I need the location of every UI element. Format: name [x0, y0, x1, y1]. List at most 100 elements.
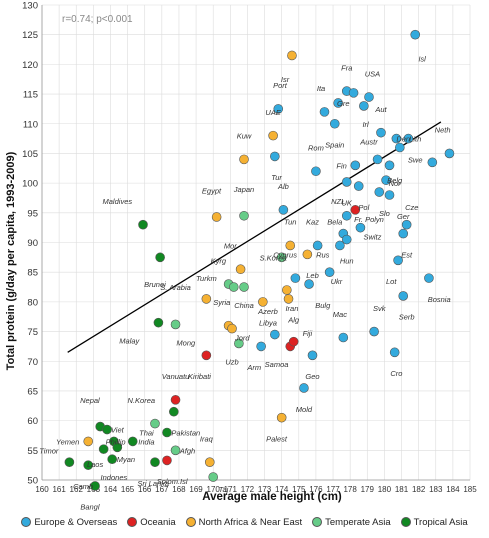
data-point	[235, 264, 246, 275]
data-point	[107, 454, 117, 465]
data-point	[398, 291, 409, 301]
data-point	[201, 294, 212, 304]
point-label: Kyrg	[211, 256, 227, 265]
point-label: Samoa	[265, 360, 289, 369]
point-label: Mor	[224, 241, 237, 250]
point-label: Malay	[119, 336, 140, 345]
point-label: S.Korea	[260, 253, 287, 262]
point-label: Thai	[139, 429, 154, 438]
point-label: Aut	[374, 105, 387, 114]
x-tick-label: 182	[412, 485, 426, 494]
y-tick-label: 85	[27, 268, 38, 279]
data-point	[285, 240, 296, 251]
data-point	[268, 130, 278, 141]
point-label: Solom.Isl	[157, 477, 188, 486]
data-point	[83, 436, 94, 447]
data-point	[335, 240, 345, 251]
point-label: Cro	[390, 369, 402, 378]
x-tick-label: 162	[70, 485, 84, 494]
point-label: NZL	[331, 197, 345, 206]
y-tick-label: 95	[27, 208, 38, 219]
data-point	[381, 175, 391, 185]
point-label: Egypt	[202, 186, 222, 195]
point-label: Austr	[359, 138, 378, 147]
data-point	[350, 160, 361, 171]
y-tick-label: 50	[27, 476, 38, 487]
data-point	[401, 219, 412, 230]
point-label: Hun	[340, 256, 354, 265]
data-point	[307, 350, 318, 361]
point-label: Mac	[333, 310, 347, 319]
point-label: Syria	[213, 298, 230, 307]
data-point	[64, 457, 75, 467]
x-tick-label: 181	[395, 485, 409, 494]
data-point	[170, 445, 181, 456]
point-label: Vanuatu	[162, 372, 190, 381]
x-tick-label: 165	[121, 485, 135, 494]
x-tick-label: 167	[155, 485, 169, 494]
point-label: Mong	[176, 338, 196, 347]
point-label: UK	[342, 199, 353, 208]
point-label: USA	[365, 69, 380, 78]
data-point	[276, 412, 287, 423]
data-point	[403, 133, 414, 144]
data-point	[256, 341, 266, 352]
point-label: Leb	[306, 271, 319, 280]
point-label: Iraq	[200, 434, 214, 443]
data-point	[333, 98, 343, 108]
point-label: Fiji	[303, 329, 313, 338]
data-point	[324, 267, 335, 277]
point-label: Tur	[271, 173, 282, 182]
point-label: Cyprus	[273, 250, 297, 259]
point-label: Kiribati	[188, 372, 211, 381]
data-point	[287, 50, 297, 61]
data-point	[398, 228, 409, 239]
y-tick-label: 75	[27, 327, 38, 338]
data-point	[239, 210, 249, 221]
x-tick-label: 161	[52, 485, 66, 494]
data-point	[278, 205, 289, 215]
y-tick-label: 105	[22, 149, 38, 160]
data-point	[227, 323, 237, 334]
y-tick-label: 80	[27, 297, 38, 308]
data-point	[273, 104, 284, 114]
point-label: Rom	[308, 144, 324, 153]
x-tick-label: 160	[35, 485, 49, 494]
point-label: Timor	[39, 446, 59, 455]
legend-item-tropical-asia: Tropical Asia	[400, 513, 468, 531]
point-label: Mold	[296, 405, 313, 414]
data-point	[127, 436, 138, 447]
data-point	[348, 88, 359, 98]
y-tick-label: 65	[27, 386, 38, 397]
data-point	[341, 210, 352, 221]
point-label: Bosnia	[428, 295, 451, 304]
legend: Europe & Overseas Oceania North Africa &…	[0, 513, 489, 531]
x-tick-label: 179	[361, 485, 375, 494]
y-tick-label: 130	[22, 1, 38, 12]
correlation-annotation: r=0.74; p<0.001	[62, 14, 133, 25]
y-tick-label: 90	[27, 238, 38, 249]
point-label: Palest	[266, 434, 288, 443]
data-point	[355, 222, 366, 233]
legend-item-north-africa: North Africa & Near East	[185, 513, 302, 531]
x-tick-label: 185	[463, 485, 477, 494]
data-point	[288, 336, 299, 347]
data-point	[270, 151, 280, 162]
x-tick-label: 183	[429, 485, 443, 494]
point-label: Slo	[379, 209, 390, 218]
data-point	[150, 457, 160, 467]
data-point	[169, 406, 179, 417]
data-point	[299, 383, 309, 393]
point-label: Indones	[101, 473, 128, 482]
point-label: Viet	[111, 426, 125, 435]
data-point	[424, 273, 434, 283]
legend-item-europe: Europe & Overseas	[21, 513, 117, 531]
x-tick-label: 180	[378, 485, 392, 494]
x-tick-label: 173	[258, 485, 272, 494]
point-label: N.Korea	[128, 396, 156, 405]
data-point	[98, 444, 109, 454]
point-label: Jord	[234, 334, 250, 343]
point-label: Switz	[363, 233, 381, 242]
data-point	[90, 481, 100, 491]
